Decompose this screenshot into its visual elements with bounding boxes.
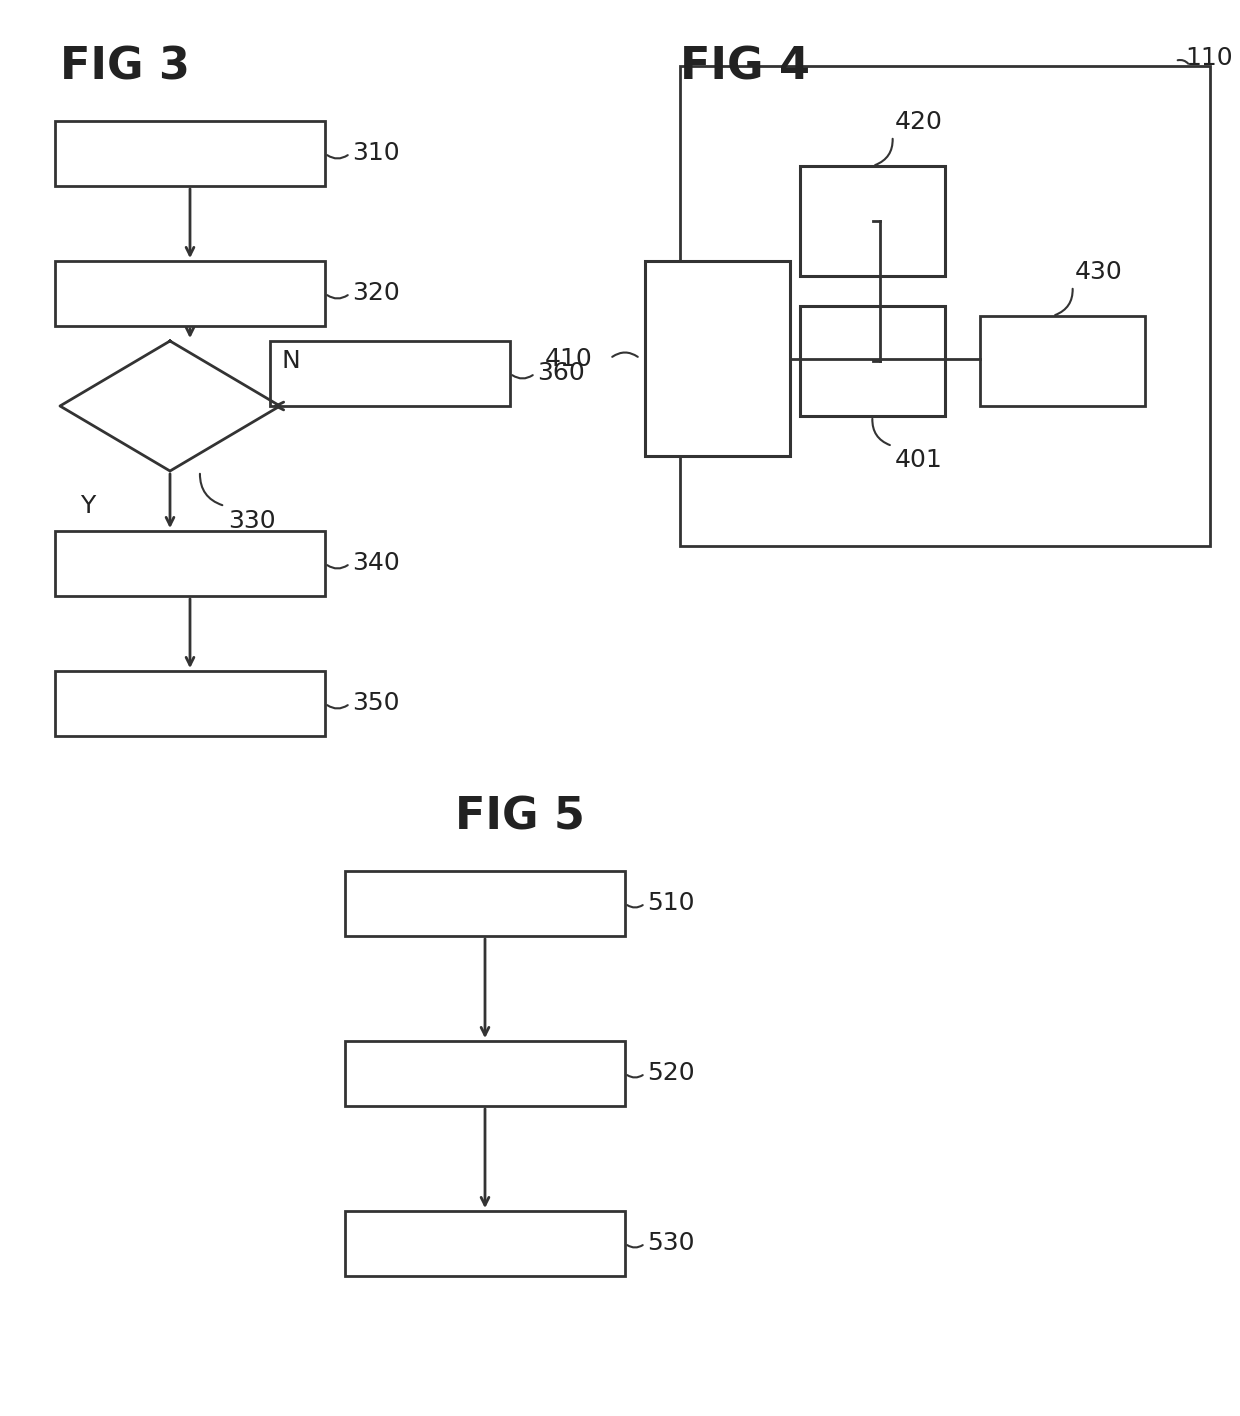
- Bar: [55, 671, 325, 736]
- Text: FIG 5: FIG 5: [455, 796, 585, 840]
- Text: 340: 340: [352, 551, 399, 575]
- Text: 110: 110: [1185, 45, 1233, 69]
- Bar: [55, 531, 325, 596]
- Text: 360: 360: [537, 361, 585, 385]
- Text: 401: 401: [894, 447, 942, 472]
- Text: FIG 4: FIG 4: [680, 45, 810, 89]
- Bar: [345, 1041, 625, 1106]
- Bar: [800, 306, 945, 416]
- Text: 330: 330: [228, 508, 275, 532]
- Bar: [680, 67, 1210, 547]
- Bar: [55, 120, 325, 185]
- Text: 430: 430: [1075, 261, 1122, 285]
- Bar: [55, 261, 325, 326]
- Text: 510: 510: [647, 892, 694, 916]
- Bar: [800, 166, 945, 276]
- Text: N: N: [281, 348, 301, 372]
- Bar: [645, 261, 790, 456]
- Text: 420: 420: [894, 110, 942, 135]
- Text: 320: 320: [352, 282, 399, 306]
- Bar: [345, 871, 625, 936]
- Bar: [980, 316, 1145, 406]
- Text: Y: Y: [81, 494, 95, 518]
- Text: 350: 350: [352, 691, 399, 715]
- Bar: [270, 341, 510, 406]
- Text: 310: 310: [352, 142, 399, 166]
- Text: 410: 410: [546, 347, 593, 371]
- Text: FIG 3: FIG 3: [60, 45, 190, 89]
- Bar: [345, 1211, 625, 1276]
- Text: 530: 530: [647, 1232, 694, 1256]
- Text: 520: 520: [647, 1062, 694, 1086]
